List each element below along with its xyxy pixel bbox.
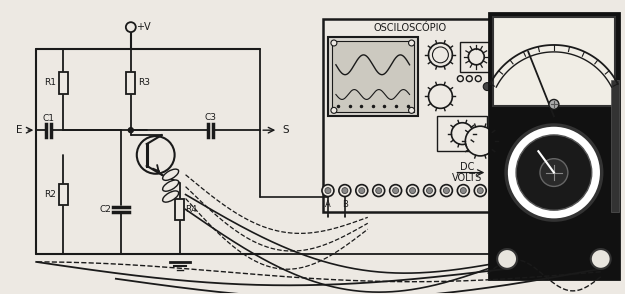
Circle shape: [474, 185, 486, 196]
Circle shape: [342, 188, 348, 193]
Circle shape: [458, 76, 463, 82]
Bar: [59, 72, 68, 93]
Text: DC
VOLTS: DC VOLTS: [452, 162, 482, 183]
Text: C2: C2: [100, 205, 112, 214]
Circle shape: [432, 47, 448, 63]
Circle shape: [475, 76, 481, 82]
Circle shape: [359, 188, 365, 193]
Circle shape: [372, 185, 384, 196]
Circle shape: [429, 43, 452, 67]
Circle shape: [137, 136, 174, 174]
Circle shape: [429, 85, 452, 108]
Circle shape: [441, 185, 452, 196]
Circle shape: [389, 185, 402, 196]
Bar: [332, 41, 414, 112]
Circle shape: [128, 128, 133, 133]
Ellipse shape: [162, 191, 179, 202]
Circle shape: [466, 126, 495, 156]
Circle shape: [322, 185, 334, 196]
Text: A: A: [325, 200, 331, 209]
Circle shape: [451, 123, 473, 145]
Circle shape: [516, 135, 592, 210]
Text: R4: R4: [186, 205, 198, 214]
Circle shape: [540, 159, 568, 186]
Circle shape: [591, 249, 611, 269]
Circle shape: [409, 107, 414, 113]
Circle shape: [443, 188, 449, 193]
Circle shape: [458, 185, 469, 196]
Circle shape: [339, 185, 351, 196]
Circle shape: [466, 76, 472, 82]
Text: E: E: [16, 125, 22, 135]
Text: -: -: [505, 254, 509, 264]
Circle shape: [424, 185, 436, 196]
Circle shape: [409, 188, 416, 193]
Circle shape: [126, 22, 136, 32]
Bar: [493, 17, 614, 106]
Circle shape: [409, 40, 414, 46]
Circle shape: [356, 185, 367, 196]
Text: +: +: [596, 254, 606, 264]
Bar: [323, 19, 497, 212]
Text: R3: R3: [138, 78, 150, 87]
Circle shape: [506, 125, 602, 220]
Text: B: B: [342, 200, 348, 209]
Bar: [438, 116, 488, 151]
Text: C1: C1: [42, 114, 54, 123]
Circle shape: [325, 188, 331, 193]
Circle shape: [483, 83, 491, 91]
Text: R2: R2: [44, 190, 56, 199]
Bar: [175, 198, 184, 220]
Circle shape: [426, 188, 432, 193]
Ellipse shape: [162, 169, 179, 180]
Circle shape: [468, 49, 484, 65]
Circle shape: [549, 99, 559, 109]
Text: +V: +V: [136, 22, 151, 32]
Bar: [126, 72, 135, 93]
Circle shape: [331, 107, 337, 113]
Ellipse shape: [162, 180, 179, 191]
Bar: [461, 42, 492, 72]
Text: OSCILOSCÓPIO: OSCILOSCÓPIO: [374, 23, 447, 33]
Text: C3: C3: [204, 113, 216, 122]
Circle shape: [461, 188, 466, 193]
Circle shape: [376, 188, 382, 193]
Text: R1: R1: [44, 78, 56, 87]
Text: S: S: [282, 125, 289, 135]
Bar: [328, 37, 418, 116]
Bar: [611, 80, 619, 212]
Circle shape: [407, 185, 419, 196]
Bar: [59, 184, 68, 206]
Circle shape: [331, 40, 337, 46]
Circle shape: [478, 188, 483, 193]
Circle shape: [392, 188, 399, 193]
Bar: [489, 13, 619, 279]
Circle shape: [497, 249, 517, 269]
